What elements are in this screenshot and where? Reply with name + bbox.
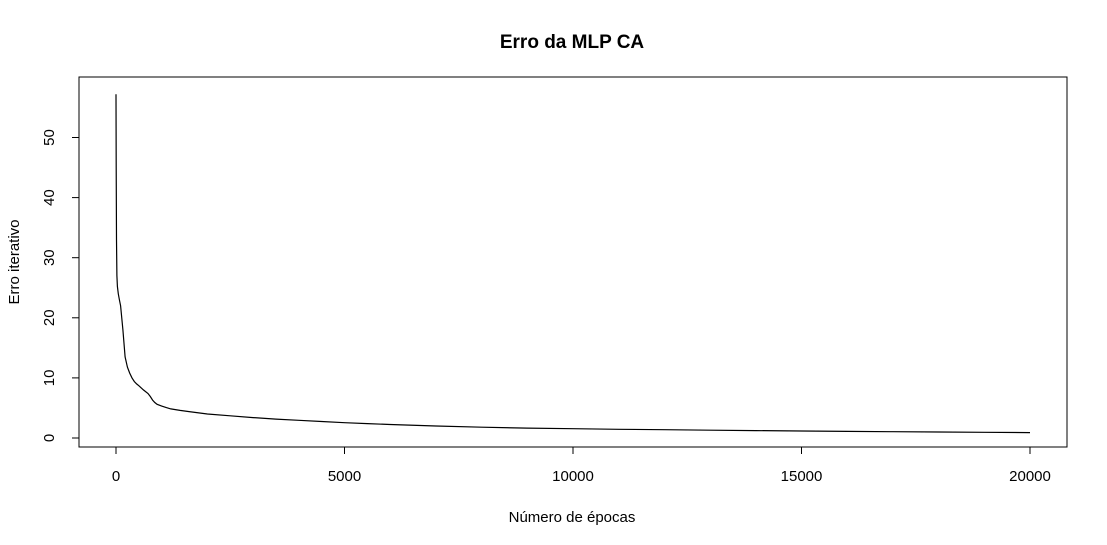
y-tick-label: 50 <box>41 129 58 146</box>
x-tick-label: 5000 <box>328 468 361 485</box>
y-tick-label: 10 <box>41 370 58 387</box>
y-tick-label: 20 <box>41 309 58 326</box>
y-tick-label: 30 <box>41 249 58 266</box>
x-tick-label: 20000 <box>1009 468 1051 485</box>
x-tick-label: 0 <box>112 468 120 485</box>
x-axis: 0 5000 10000 15000 20000 <box>112 446 1051 485</box>
x-axis-label: Número de épocas <box>509 509 636 526</box>
plot-box <box>78 76 1068 448</box>
series-line-erro <box>115 94 1031 434</box>
y-tick-label: 40 <box>41 189 58 206</box>
y-axis: 0 10 20 30 40 50 <box>41 129 80 442</box>
y-tick-label: 0 <box>41 434 58 442</box>
x-tick-label: 10000 <box>552 468 594 485</box>
x-tick-label: 15000 <box>781 468 823 485</box>
chart-title: Erro da MLP CA <box>500 32 645 53</box>
y-axis-label: Erro iterativo <box>6 219 23 304</box>
